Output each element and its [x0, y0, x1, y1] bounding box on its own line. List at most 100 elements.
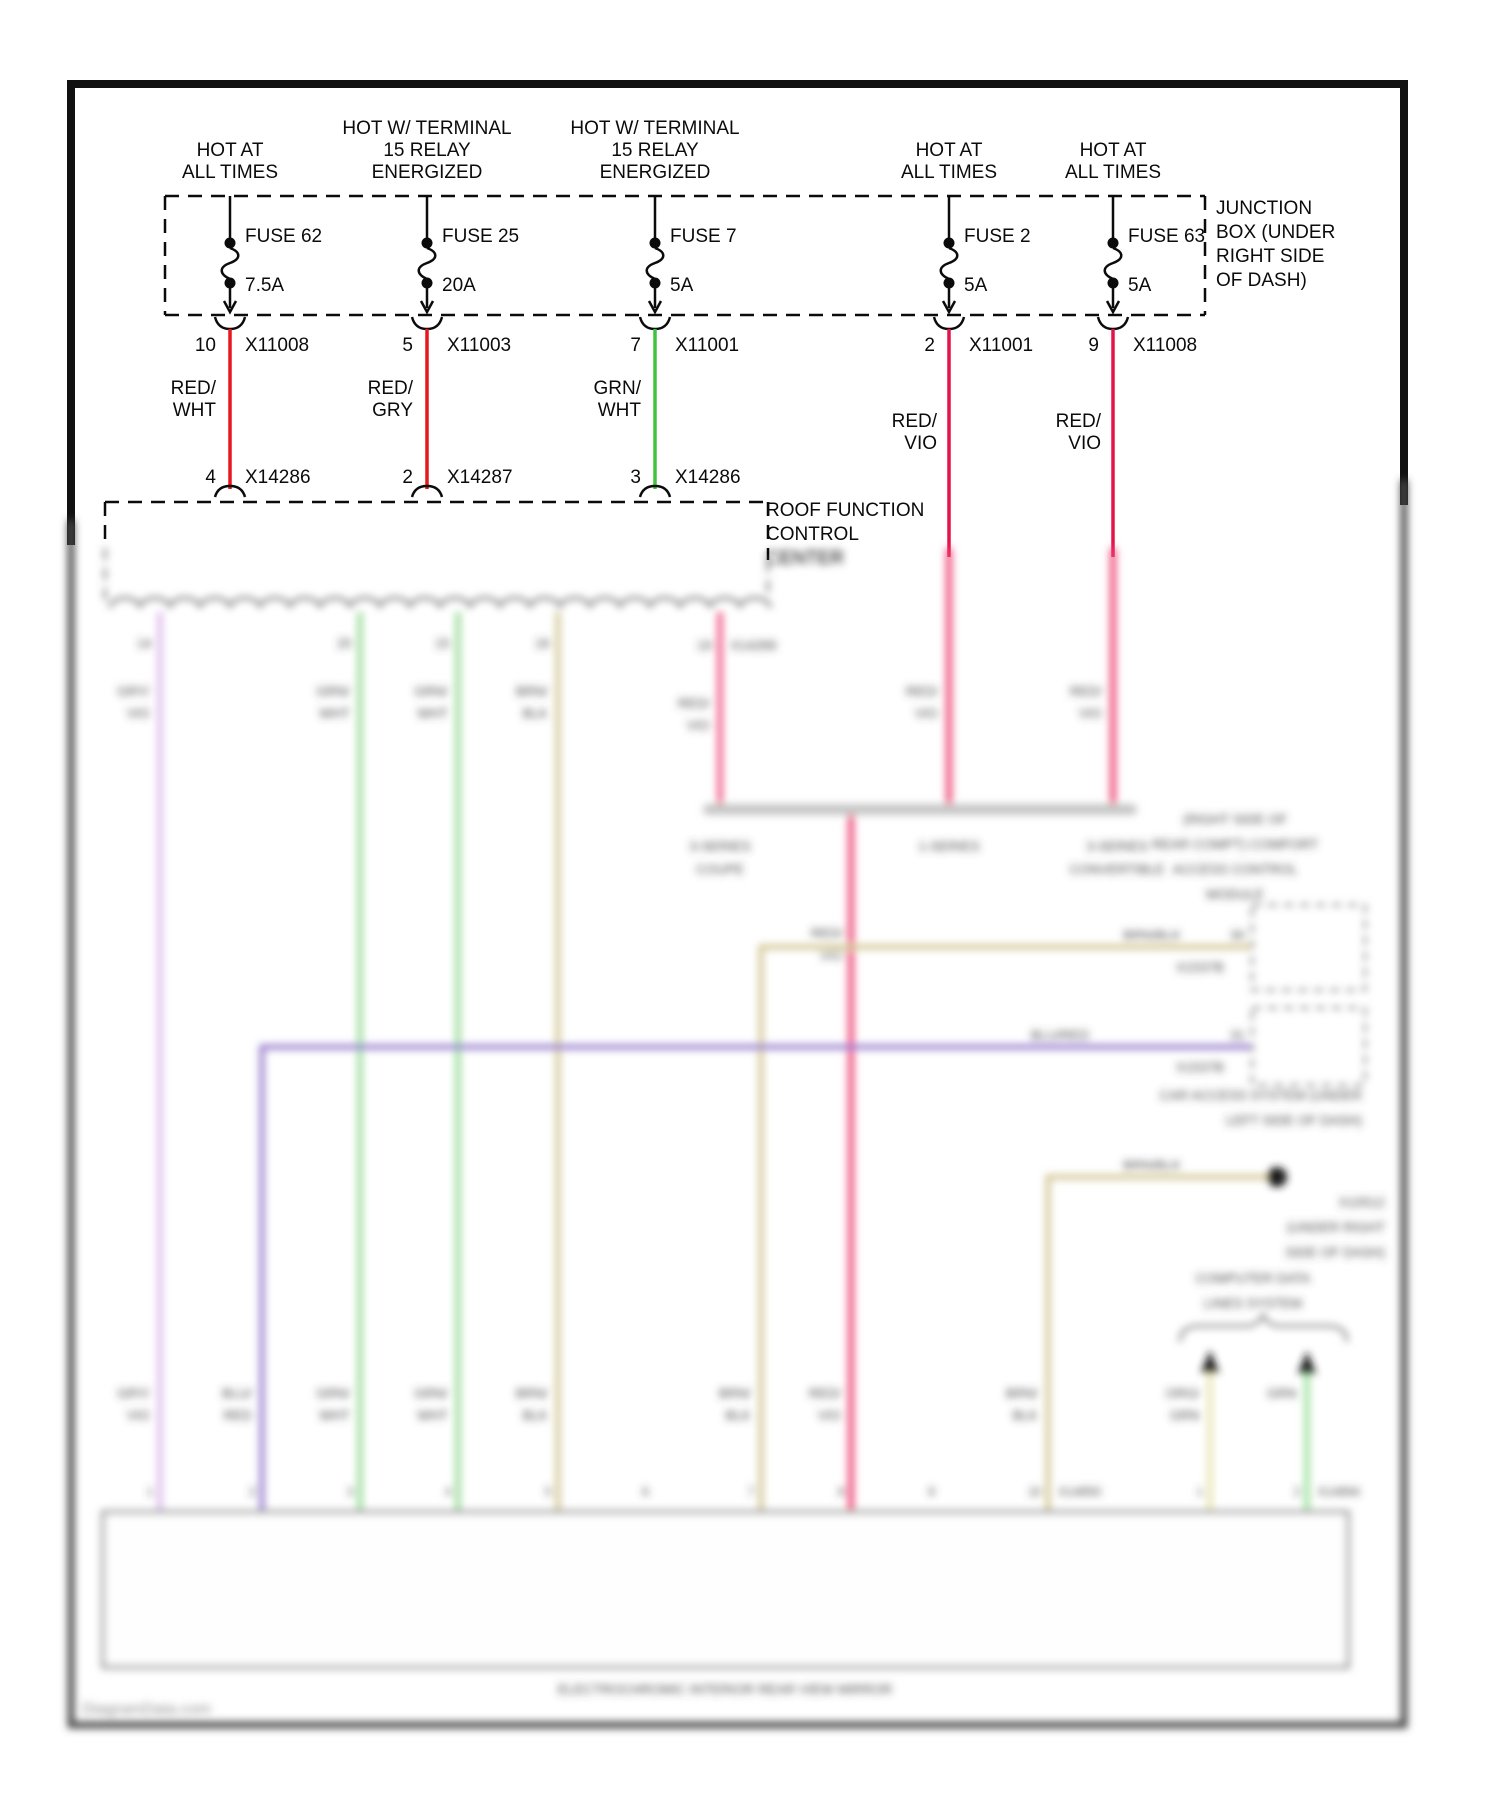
header: 15 RELAY [383, 140, 471, 161]
svg-text:GRN: GRN [1170, 1408, 1200, 1423]
svg-text:4: 4 [445, 1485, 452, 1499]
arrow-down-icon [222, 300, 238, 315]
connector-name: X14894 [1317, 1485, 1360, 1499]
svg-text:RED/: RED/ [809, 1386, 842, 1401]
wire-color: RED/ [1070, 684, 1103, 699]
connector-name: X11003 [447, 335, 511, 356]
svg-text:8: 8 [838, 1485, 845, 1499]
variant-label: 3-SERIES [689, 839, 751, 854]
watermark: DiagramData.com [82, 1701, 211, 1718]
splice-location: SIDE OF DASH) [1285, 1245, 1385, 1260]
brace-icon [1178, 1311, 1349, 1343]
pin-number: 20 [337, 636, 352, 651]
svg-text:6: 6 [642, 1485, 649, 1499]
variant-label: 3-SERIES [1086, 839, 1148, 854]
header: HOT AT [916, 140, 983, 161]
pin-number: 2 [924, 335, 935, 356]
comfort-module-label: (RIGHT SIDE OF [1183, 812, 1287, 827]
wire-color: WHT [173, 400, 217, 421]
svg-text:RED: RED [223, 1408, 252, 1423]
connector-symbol [410, 316, 444, 331]
connector-name: X11001 [969, 335, 1033, 356]
junction-box-label-line1: JUNCTION [1216, 198, 1312, 219]
car-access-label: LEFT SIDE OF DASH) [1226, 1113, 1362, 1128]
svg-text:BLU/: BLU/ [222, 1386, 252, 1401]
connector-symbol [932, 316, 966, 331]
fuse-name: FUSE 63 [1128, 226, 1205, 247]
feed-column-fuse63: HOT AT ALL TIMES FUSE 63 5A 9 X11008 RED… [1056, 140, 1205, 557]
fuse-name: FUSE 2 [964, 226, 1031, 247]
computer-data-label: LINES SYSTEM [1204, 1296, 1302, 1311]
wire-color: GRN/ [316, 684, 350, 699]
svg-text:5: 5 [545, 1485, 552, 1499]
wire-color: WHT [319, 706, 350, 721]
svg-text:3: 3 [347, 1485, 354, 1499]
connector-symbol [638, 316, 672, 331]
mirror-label: ELECTROCHROMIC INTERIOR REAR VIEW MIRROR [558, 1682, 893, 1697]
pin-number: 30 [1230, 928, 1245, 943]
wire-color: VIO [915, 706, 938, 721]
arrow-down-icon [419, 300, 435, 315]
comfort-module-label: MODULE [1206, 887, 1264, 902]
junction-box-outline [163, 194, 1207, 317]
fuse-name: FUSE 7 [670, 226, 737, 247]
wire-color: VIO [1079, 706, 1102, 721]
connector-name: X11008 [245, 335, 309, 356]
connector-name: X14286 [245, 467, 311, 488]
fuse-amp: 5A [670, 275, 694, 296]
header: HOT W/ TERMINAL [342, 118, 511, 139]
pin-number: 9 [1088, 335, 1099, 356]
page-frame-bottom [67, 480, 1408, 1729]
svg-text:ORG/: ORG/ [1165, 1386, 1200, 1401]
arrow-down-icon [1105, 300, 1121, 315]
comfort-module-box-1 [1250, 903, 1367, 992]
wire-color: BRN/BLK [1123, 1158, 1181, 1173]
feed-column-fuse25: HOT W/ TERMINAL 15 RELAY ENERGIZED FUSE … [342, 118, 519, 498]
connector-symbol [213, 316, 247, 331]
svg-text:1: 1 [1197, 1485, 1204, 1499]
wire-color: RED/ [171, 378, 217, 399]
wire-color: RED/ [892, 411, 938, 432]
pin-number: 14 [137, 636, 153, 651]
fuse-element [939, 246, 959, 281]
svg-text:GRN: GRN [1267, 1386, 1297, 1401]
wire-color: BLK [522, 706, 548, 721]
wire-color: VIO [820, 948, 843, 963]
wire-color: VIO [1068, 433, 1101, 454]
svg-text:GRY/: GRY/ [117, 1386, 150, 1401]
wire-color: GRN/ [414, 684, 448, 699]
fuse-element [645, 246, 665, 281]
svg-text:BLK: BLK [522, 1408, 548, 1423]
comfort-module-label: ACCESS CONTROL [1172, 862, 1298, 877]
pin-number: 15 [435, 636, 450, 651]
svg-text:2: 2 [249, 1485, 256, 1499]
connector-symbol [1096, 316, 1130, 331]
sharp-layer: JUNCTION BOX (UNDER RIGHT SIDE OF DASH) … [67, 80, 1408, 560]
wire-brn-blk [758, 944, 1250, 1512]
pin-number: 31 [1230, 1028, 1245, 1043]
junction-box-label-line3: RIGHT SIDE [1216, 246, 1324, 267]
header: HOT AT [197, 140, 264, 161]
feed-column-fuse2: HOT AT ALL TIMES FUSE 2 5A 2 X11001 RED/… [892, 140, 1033, 557]
wire-color: VIO [687, 718, 710, 733]
fuse-amp: 7.5A [245, 275, 284, 296]
svg-text:9: 9 [928, 1485, 935, 1499]
fuse-name: FUSE 62 [245, 226, 322, 247]
splice-location: (UNDER RIGHT [1287, 1220, 1385, 1235]
comfort-module-label: REAR COMPT) COMFORT [1152, 837, 1318, 852]
wire-color: RED/ [1056, 411, 1102, 432]
computer-data-label: COMPUTER DATA [1195, 1271, 1310, 1286]
svg-text:GRN/: GRN/ [414, 1386, 448, 1401]
fuse-element [417, 246, 437, 281]
wire-color: GRY [372, 400, 413, 421]
fuse-amp: 5A [1128, 275, 1152, 296]
blur-layer: CENTER 14 20 15 16 19 X14289 GRY/ VIO GR… [67, 480, 1408, 1729]
svg-text:BRN/: BRN/ [1006, 1386, 1039, 1401]
svg-text:GRN/: GRN/ [316, 1386, 350, 1401]
roof-module-label-line3: CENTER [766, 548, 844, 569]
svg-text:BRN/: BRN/ [719, 1386, 752, 1401]
svg-text:BRN/: BRN/ [516, 1386, 549, 1401]
variant-merge-bar [703, 804, 1137, 815]
wire-color: RED/ [811, 926, 844, 941]
